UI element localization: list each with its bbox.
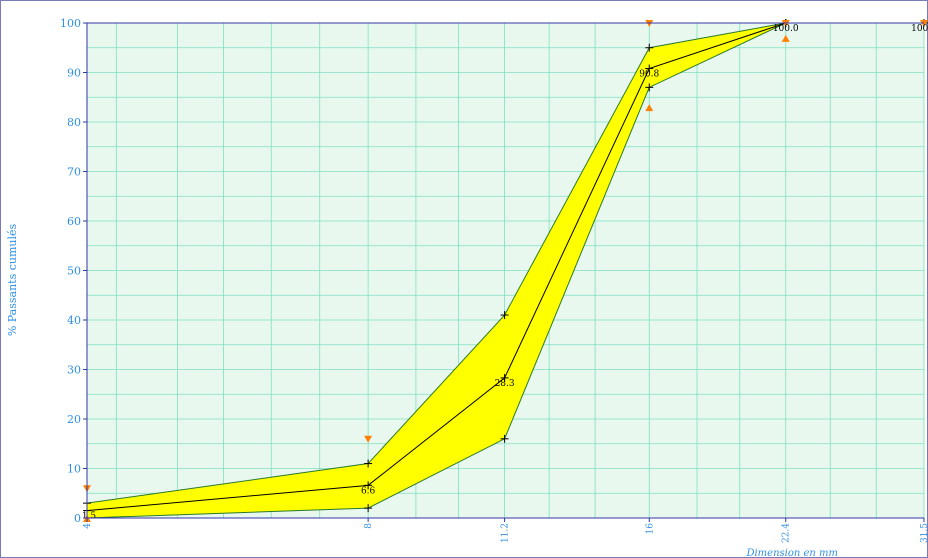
upper-envelope-point bbox=[500, 311, 509, 320]
data-labels: 1.5 6.6 28.3 90.8 100.0 100.0 bbox=[82, 24, 928, 522]
x-tick-label: 22.4 bbox=[782, 523, 792, 543]
curve-point bbox=[500, 373, 509, 382]
curve-point bbox=[645, 64, 654, 73]
x-axis-label: Dimension en mm bbox=[745, 548, 838, 558]
y-tick-label: 30 bbox=[67, 364, 81, 377]
y-tick-label: 10 bbox=[67, 463, 81, 476]
spec-lower-marker bbox=[781, 34, 790, 42]
data-label: 1.5 bbox=[82, 512, 97, 522]
lower-envelope-point bbox=[645, 83, 654, 92]
upper-envelope-point bbox=[645, 43, 654, 52]
data-label: 6.6 bbox=[361, 486, 376, 496]
y-tick-label: 70 bbox=[67, 166, 81, 179]
axes: 0 10 20 30 40 50 60 70 80 90 100 4 8 11.2 16 22.4 31.5 bbox=[60, 17, 928, 543]
x-tick-label: 31.5 bbox=[920, 523, 928, 543]
curve-point bbox=[364, 481, 373, 490]
y-tick-label: 0 bbox=[74, 512, 81, 525]
y-tick-label: 90 bbox=[67, 67, 81, 80]
y-axis-label: % Passants cumulés bbox=[6, 223, 19, 336]
data-label: 28.3 bbox=[495, 379, 515, 389]
grid bbox=[86, 22, 925, 519]
upper-envelope-point bbox=[364, 459, 373, 468]
spec-upper-marker bbox=[364, 435, 373, 443]
y-tick-label: 50 bbox=[67, 265, 81, 278]
x-tick-label: 4 bbox=[83, 523, 93, 529]
spec-lower-marker bbox=[645, 104, 654, 112]
lower-envelope-point bbox=[364, 504, 373, 513]
y-tick-label: 60 bbox=[67, 215, 81, 228]
data-label: 100.0 bbox=[773, 24, 799, 34]
y-tick-label: 80 bbox=[67, 116, 81, 129]
x-tick-label: 11.2 bbox=[501, 523, 511, 543]
x-tick-label: 8 bbox=[364, 523, 374, 529]
lower-envelope-point bbox=[500, 434, 509, 443]
data-label: 100.0 bbox=[911, 24, 928, 34]
y-tick-label: 20 bbox=[67, 413, 81, 426]
y-tick-label: 100 bbox=[60, 17, 81, 30]
data-label: 90.8 bbox=[639, 70, 659, 80]
x-tick-label: 16 bbox=[645, 523, 655, 535]
y-tick-label: 40 bbox=[67, 314, 81, 327]
